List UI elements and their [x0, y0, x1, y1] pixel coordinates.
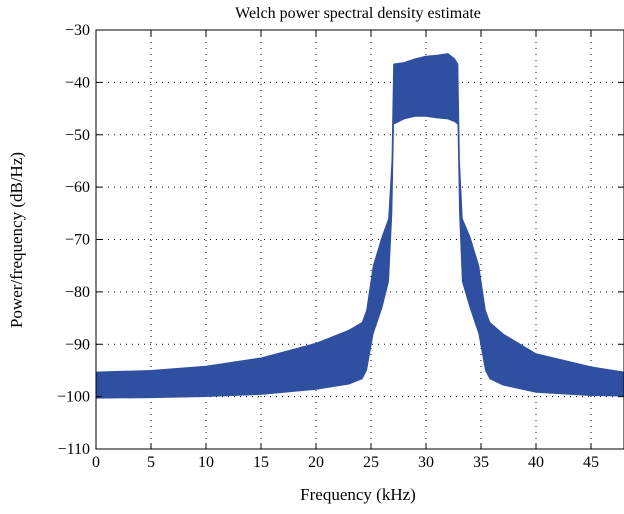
x-tick-label: 15: [253, 454, 269, 471]
y-tick-label: −40: [65, 74, 90, 91]
y-tick-label: −50: [65, 127, 90, 144]
x-tick-label: 25: [363, 454, 379, 471]
x-tick-label: 30: [418, 454, 434, 471]
x-axis-label: Frequency (kHz): [300, 485, 416, 504]
y-tick-label: −100: [57, 389, 90, 406]
y-tick-label: −30: [65, 22, 90, 39]
x-tick-label: 40: [528, 454, 544, 471]
psd-band: [95, 53, 624, 399]
x-tick-label: 20: [308, 454, 324, 471]
psd-band-area: [95, 53, 624, 399]
chart-title: Welch power spectral density estimate: [235, 5, 481, 22]
y-axis-label: Power/frequency (dB/Hz): [7, 152, 26, 328]
axis-ticks: 0 5 10 15 20 25 30 35 40 45 −30 −40 −50 −60 −70 −80 −90 −…: [57, 22, 624, 471]
x-tick-label: 35: [473, 454, 489, 471]
y-tick-label: −80: [65, 284, 90, 301]
y-tick-label: −110: [58, 441, 90, 458]
y-tick-label: −60: [65, 179, 90, 196]
x-tick-label: 0: [92, 454, 100, 471]
x-tick-label: 10: [198, 454, 214, 471]
y-tick-label: −90: [65, 336, 90, 353]
x-tick-label: 45: [583, 454, 599, 471]
x-tick-label: 5: [147, 454, 155, 471]
y-tick-label: −70: [65, 232, 90, 249]
